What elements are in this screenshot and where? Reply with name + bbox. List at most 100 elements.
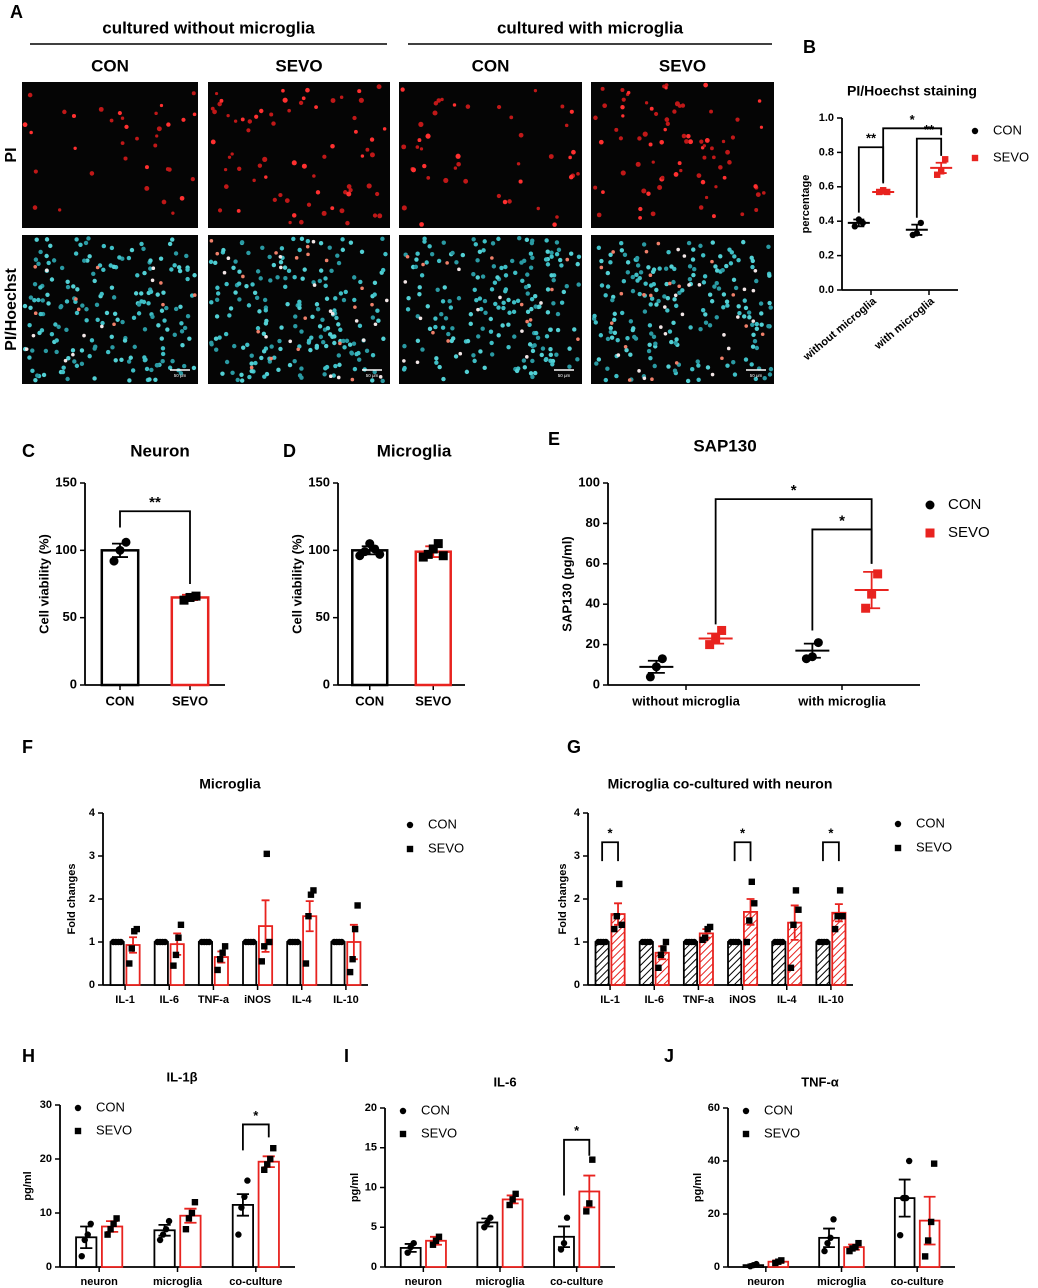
cell [697,283,702,287]
column-label: SEVO [275,56,322,75]
cell [654,111,659,117]
cell [330,143,335,149]
cell [686,240,692,246]
cell [549,254,554,259]
cell [690,367,695,372]
cell [659,140,664,145]
cell [255,326,261,331]
cell [628,319,634,324]
cell [572,327,577,332]
cell [605,366,610,371]
data-point [241,1193,248,1201]
cell [721,292,727,297]
cell [468,312,474,317]
cell [287,362,293,368]
cell [173,251,179,256]
cell [287,108,291,113]
x-tick-label: IL-10 [818,994,844,1006]
y-tick-label: 20 [365,1102,377,1114]
cell [32,205,38,210]
cell [294,256,299,260]
cell [214,314,220,319]
data-point [834,913,841,920]
cell [264,334,268,339]
y-tick-label: 20 [586,636,600,651]
legend-marker [74,1104,82,1112]
cell [704,195,709,200]
cell [510,258,515,264]
cell [688,325,693,330]
data-point [270,1145,277,1152]
cell [320,317,325,322]
cell [128,355,133,360]
cell [255,269,261,274]
cell [139,291,144,296]
cell [100,324,104,329]
cell [143,357,148,362]
cell [130,368,136,373]
cell [249,368,254,374]
cell [699,139,704,144]
scale-bar-label: 50 μm [750,373,763,378]
cell [441,376,446,382]
cell [608,252,613,257]
cell [596,357,602,362]
cell [528,265,534,270]
cell [516,162,521,166]
cell [425,133,431,139]
cell [472,287,477,293]
cell [268,278,273,283]
cell [705,365,711,370]
cell [544,334,550,339]
cell [405,307,411,312]
cell [540,346,546,351]
cell [672,109,677,114]
significance-bracket [822,841,840,862]
data-point [795,906,802,913]
cell [732,254,737,259]
data-point [84,1231,91,1238]
cell [453,166,458,170]
cell [568,155,572,160]
cell [330,312,335,316]
cell [731,277,737,283]
cell [503,273,509,278]
cell [418,121,424,127]
cell [328,374,333,378]
cell [224,281,229,287]
cell [673,340,678,346]
x-tick-label: with microglia [872,295,938,353]
error-bar [647,659,665,674]
bar [815,941,831,986]
cell [155,362,160,368]
x-tick-label: co-culture [550,1276,603,1288]
y-axis-label: SAP130 (pg/ml) [559,536,574,631]
cell [558,257,563,263]
cell [647,342,652,347]
cell [120,319,125,325]
cell [54,349,59,355]
cell [214,91,219,96]
cell [506,322,511,327]
cell [725,303,730,308]
error-bar [877,189,889,195]
data-point [821,1247,828,1255]
cell [267,254,272,260]
data-point [787,964,795,971]
cell [164,305,169,311]
cell [593,320,598,325]
cell [135,273,140,278]
cell [609,321,614,325]
significance-label: * [791,482,797,499]
panel-letter: C [22,441,35,461]
legend-label: SEVO [916,839,952,854]
cell [575,261,580,267]
cell [217,208,223,213]
data-point [748,878,755,885]
data-point [583,1208,590,1215]
cell [424,260,429,265]
cell [120,116,125,120]
cell [471,272,476,277]
cell [353,129,358,134]
cell [496,193,501,199]
